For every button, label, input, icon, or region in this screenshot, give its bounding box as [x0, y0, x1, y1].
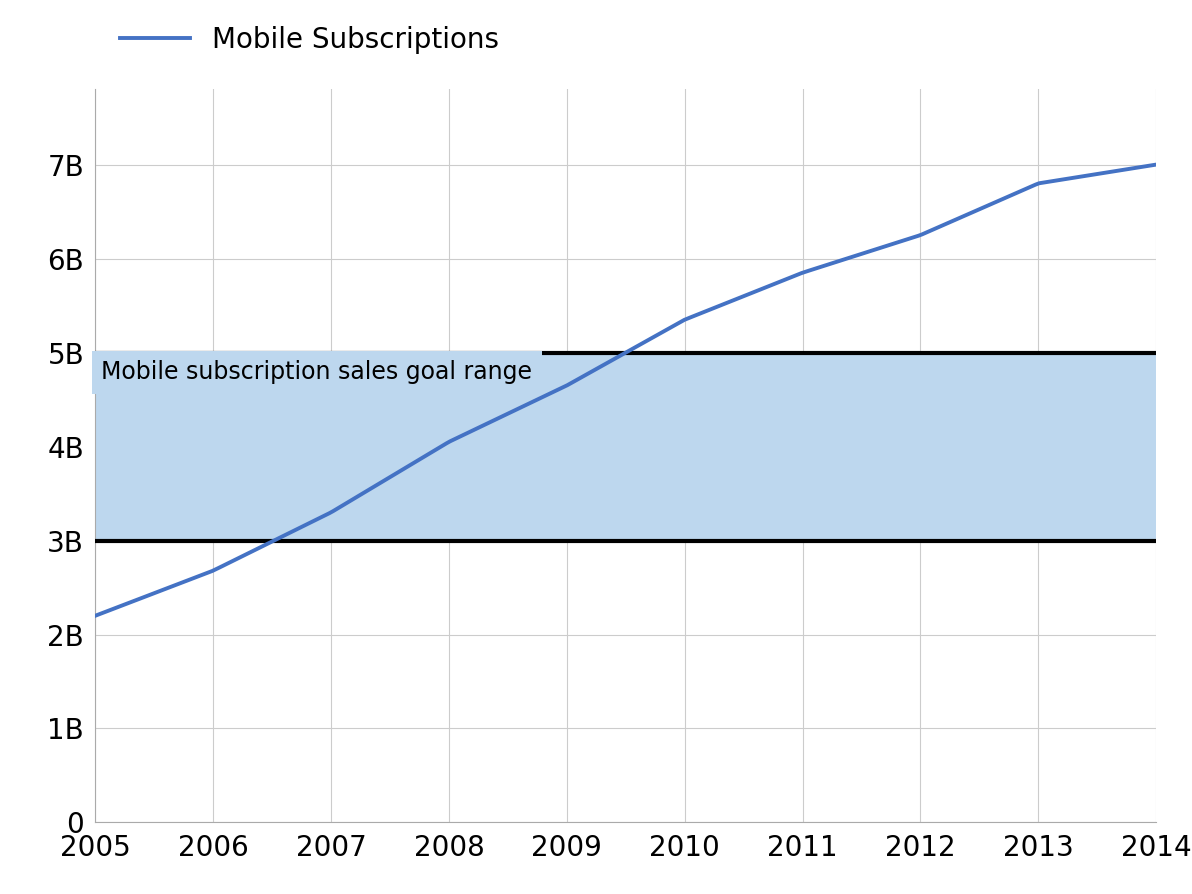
Legend: Mobile Subscriptions: Mobile Subscriptions: [110, 15, 510, 65]
Bar: [95, 352, 1156, 541]
Text: Mobile subscription sales goal range: Mobile subscription sales goal range: [101, 360, 533, 384]
